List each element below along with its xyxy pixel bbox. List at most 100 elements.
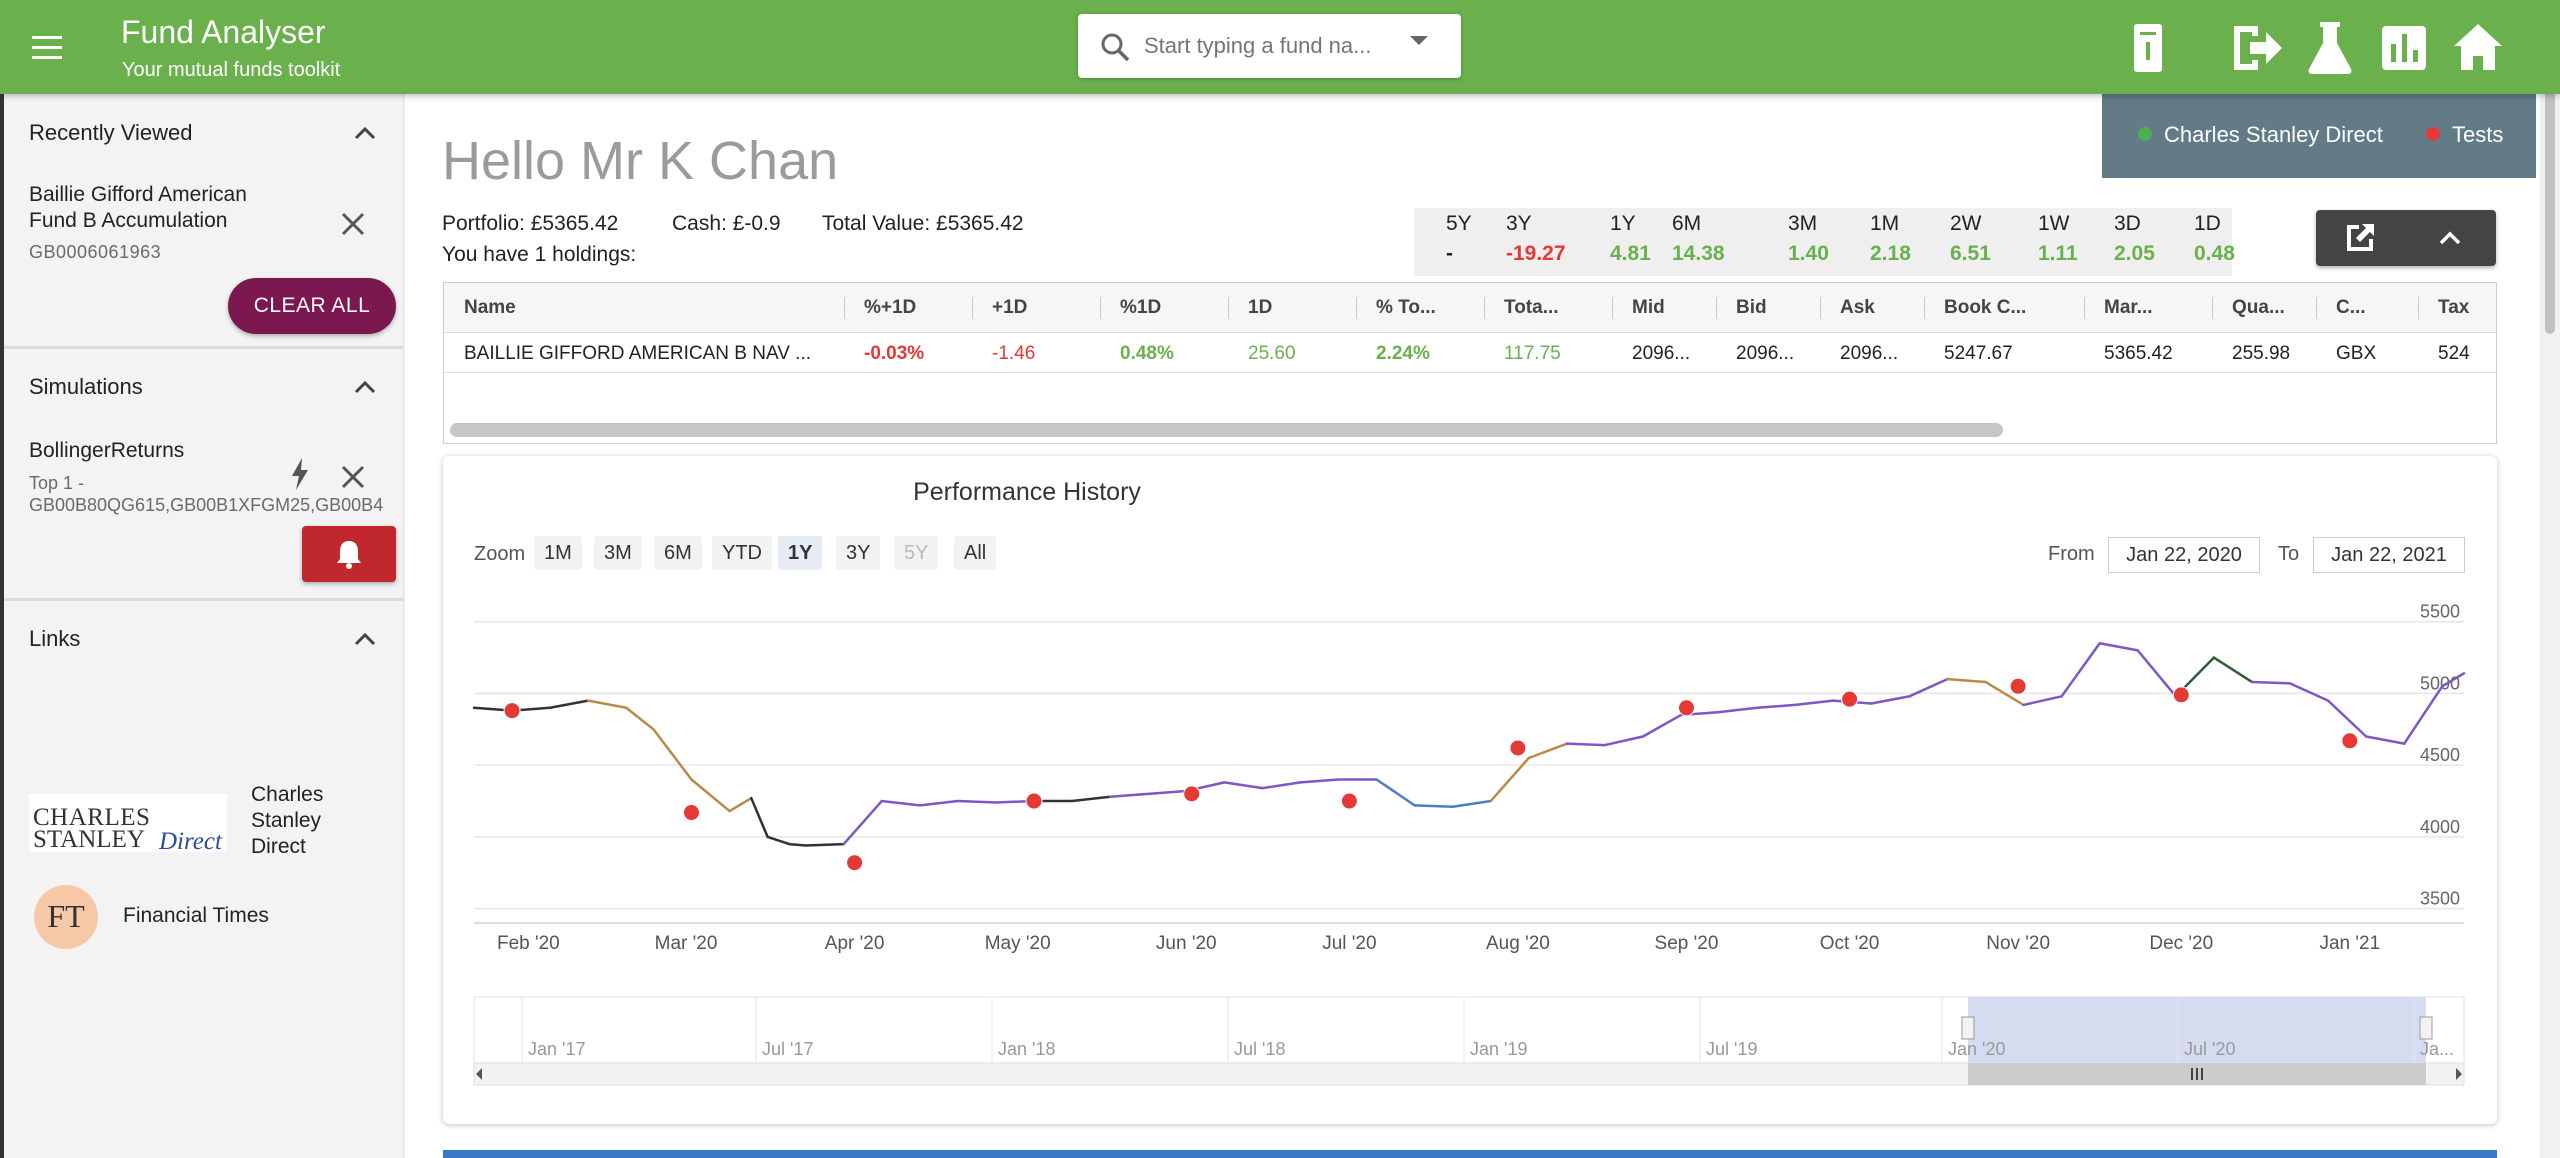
charles-stanley-logo[interactable]: CHARLES STANLEY Direct xyxy=(29,794,227,855)
table-cell: GBX xyxy=(2336,343,2377,364)
column-header[interactable]: Ask xyxy=(1840,297,1875,318)
column-header[interactable]: Bid xyxy=(1736,297,1767,318)
column-header[interactable]: 1D xyxy=(1248,297,1273,318)
financial-times-link[interactable]: Financial Times xyxy=(123,904,269,927)
series-segment xyxy=(2060,641,2101,698)
column-header[interactable]: Qua... xyxy=(2232,297,2285,318)
recent-fund-name[interactable]: Baillie Gifford American Fund B Accumula… xyxy=(29,183,247,232)
series-segment xyxy=(842,799,884,846)
series-segment xyxy=(1565,742,1607,747)
column-header[interactable]: Tota... xyxy=(1504,297,1559,318)
series-segment xyxy=(788,842,807,847)
page-scrollbar[interactable] xyxy=(2540,0,2560,1158)
signal-marker xyxy=(682,804,700,822)
chevron-up-icon[interactable] xyxy=(354,126,376,140)
series-segment xyxy=(1299,778,1340,784)
from-date-input[interactable] xyxy=(2108,537,2260,573)
total-value: Total Value: £5365.42 xyxy=(822,212,1024,235)
series-segment xyxy=(1413,804,1454,809)
x-tick-label: Jun '20 xyxy=(1156,933,1217,954)
chevron-down-icon[interactable] xyxy=(1410,36,1428,45)
menu-icon[interactable] xyxy=(28,28,68,66)
scroll-right-icon[interactable] xyxy=(2456,1068,2462,1080)
to-date-input[interactable] xyxy=(2313,537,2465,573)
zoom-1m-button[interactable]: 1M xyxy=(534,536,582,570)
column-separator[interactable] xyxy=(1484,297,1485,319)
charles-stanley-link[interactable]: Charles Stanley Direct xyxy=(251,783,324,858)
column-separator[interactable] xyxy=(844,297,845,319)
lightning-icon[interactable] xyxy=(290,458,310,490)
logout-icon[interactable] xyxy=(2228,20,2284,76)
column-separator[interactable] xyxy=(2084,297,2085,319)
close-icon[interactable] xyxy=(340,211,366,237)
perf-value-1w: 1.11 xyxy=(2038,242,2078,265)
series-segment xyxy=(2136,649,2178,698)
signal-marker xyxy=(1340,792,1358,810)
perf-value-1d: 0.48 xyxy=(2194,242,2235,265)
column-header[interactable]: Tax xyxy=(2438,297,2470,318)
column-separator[interactable] xyxy=(1100,297,1101,319)
column-separator[interactable] xyxy=(2316,297,2317,319)
divider xyxy=(4,346,404,349)
column-header[interactable]: Mid xyxy=(1632,297,1665,318)
navigator-handle-right[interactable] xyxy=(2419,1016,2433,1040)
column-header[interactable]: %+1D xyxy=(864,297,917,318)
column-separator[interactable] xyxy=(1716,297,1717,319)
zoom-1y-button[interactable]: 1Y xyxy=(778,536,823,570)
chevron-up-icon[interactable] xyxy=(354,632,376,646)
column-separator[interactable] xyxy=(1228,297,1229,319)
zoom-6m-button[interactable]: 6M xyxy=(654,536,702,570)
zoom-ytd-button[interactable]: YTD xyxy=(712,536,772,570)
x-tick-label: May '20 xyxy=(985,933,1051,954)
home-icon[interactable] xyxy=(2450,20,2506,76)
close-icon[interactable] xyxy=(340,464,366,490)
column-header[interactable]: Book C... xyxy=(1944,297,2027,318)
zoom-all-button[interactable]: All xyxy=(954,536,997,570)
column-header[interactable]: +1D xyxy=(992,297,1028,318)
column-separator[interactable] xyxy=(1820,297,1821,319)
series-segment xyxy=(1603,735,1645,747)
phone-icon[interactable] xyxy=(2120,20,2176,76)
column-header[interactable]: %1D xyxy=(1120,297,1162,318)
chevron-up-icon[interactable] xyxy=(2432,220,2468,256)
page-scrollbar-thumb[interactable] xyxy=(2545,4,2555,334)
column-separator[interactable] xyxy=(2418,297,2419,319)
zoom-3y-button[interactable]: 3Y xyxy=(836,536,881,570)
clear-all-button[interactable]: CLEAR ALL xyxy=(228,278,396,334)
zoom-3m-button[interactable]: 3M xyxy=(594,536,642,570)
scroll-left-icon[interactable] xyxy=(476,1068,482,1080)
search-input[interactable] xyxy=(1144,24,1404,68)
column-separator[interactable] xyxy=(972,297,973,319)
series-segment xyxy=(1070,795,1112,803)
signal-marker xyxy=(1183,785,1201,803)
alert-button[interactable] xyxy=(302,526,396,582)
perf-period-1m: 1M xyxy=(1870,212,1900,235)
status-dot-green xyxy=(2138,127,2152,141)
column-header[interactable]: C... xyxy=(2336,297,2366,318)
column-separator[interactable] xyxy=(1924,297,1925,319)
bar-chart-icon[interactable] xyxy=(2376,20,2432,76)
table-row[interactable]: BAILLIE GIFFORD AMERICAN B NAV ... -0.03%… xyxy=(444,333,2496,373)
column-header[interactable]: Name xyxy=(464,297,516,318)
perf-period-3y: 3Y xyxy=(1506,212,1532,235)
series-segment xyxy=(652,728,693,781)
navigator-scrollbar[interactable] xyxy=(473,1062,2465,1086)
financial-times-logo[interactable]: FT xyxy=(34,885,98,949)
performance-chart[interactable]: 3500 4000 4500 5000 5500 Feb '20 Mar '20 Apr '2… xyxy=(460,585,2480,1105)
column-separator[interactable] xyxy=(2212,297,2213,319)
perf-value-6m: 14.38 xyxy=(1672,242,1725,265)
navigator-handle-left[interactable] xyxy=(1961,1016,1975,1040)
grid-horizontal-scrollbar[interactable] xyxy=(450,423,2003,437)
simulation-name[interactable]: BollingerReturns xyxy=(29,439,185,462)
column-separator[interactable] xyxy=(1612,297,1613,319)
chevron-up-icon[interactable] xyxy=(354,380,376,394)
y-tick-label: 5500 xyxy=(2420,602,2460,622)
flask-icon[interactable] xyxy=(2302,20,2358,76)
open-external-icon[interactable] xyxy=(2342,220,2378,256)
table-cell: 524 xyxy=(2438,343,2470,364)
series-segment xyxy=(1261,781,1302,790)
fund-search[interactable] xyxy=(1078,14,1461,78)
column-header[interactable]: Mar... xyxy=(2104,297,2153,318)
column-separator[interactable] xyxy=(1356,297,1357,319)
column-header[interactable]: % To... xyxy=(1376,297,1436,318)
